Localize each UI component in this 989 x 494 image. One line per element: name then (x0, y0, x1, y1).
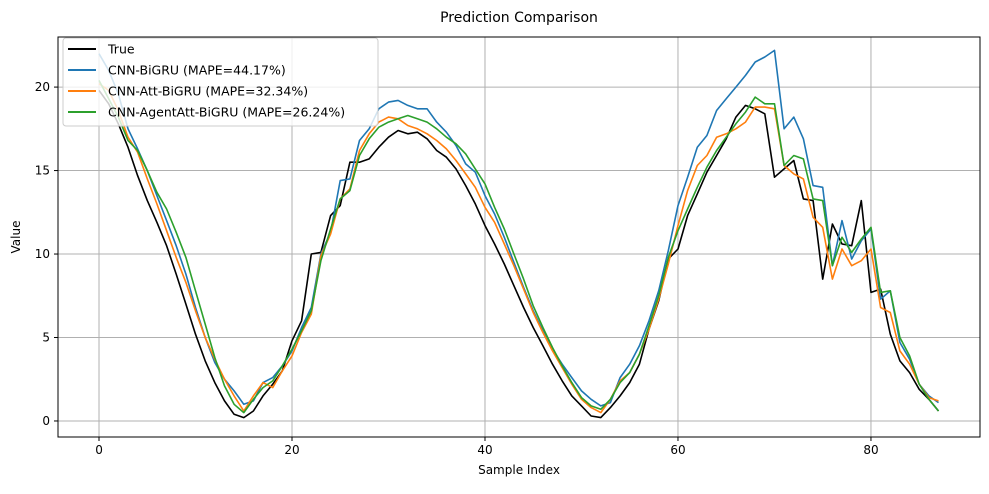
legend-label: CNN-BiGRU (MAPE=44.17%) (108, 63, 286, 78)
x-tick-label: 0 (95, 443, 103, 457)
y-tick-label: 10 (35, 247, 50, 261)
x-tick-label: 40 (477, 443, 492, 457)
series-line-0 (98, 89, 940, 419)
x-axis-label: Sample Index (478, 463, 560, 477)
legend-label: CNN-Att-BiGRU (MAPE=32.34%) (108, 84, 308, 99)
plot-frame (57, 36, 981, 438)
y-tick-label: 20 (35, 80, 50, 94)
y-tick-label: 0 (42, 414, 50, 428)
legend: True CNN-BiGRU (MAPE=44.17%) CNN-Att-BiGRU… (62, 37, 379, 127)
x-tick-label: 20 (284, 443, 299, 457)
series-line-3 (98, 80, 940, 414)
x-tick-label: 80 (863, 443, 878, 457)
axis-ticks: 0 20 40 60 80 0 5 10 15 20 (35, 80, 879, 457)
x-tick-label: 60 (670, 443, 685, 457)
grid (58, 37, 980, 437)
chart-title: Prediction Comparison (440, 10, 598, 26)
y-axis-label: Value (9, 221, 23, 254)
y-tick-label: 5 (42, 331, 50, 345)
legend-label: CNN-AgentAtt-BiGRU (MAPE=26.24%) (108, 105, 345, 120)
y-tick-label: 15 (35, 164, 50, 178)
series-line-2 (98, 83, 939, 414)
legend-label: True (107, 42, 135, 57)
series-lines (98, 49, 940, 419)
series-line-1 (98, 49, 939, 407)
